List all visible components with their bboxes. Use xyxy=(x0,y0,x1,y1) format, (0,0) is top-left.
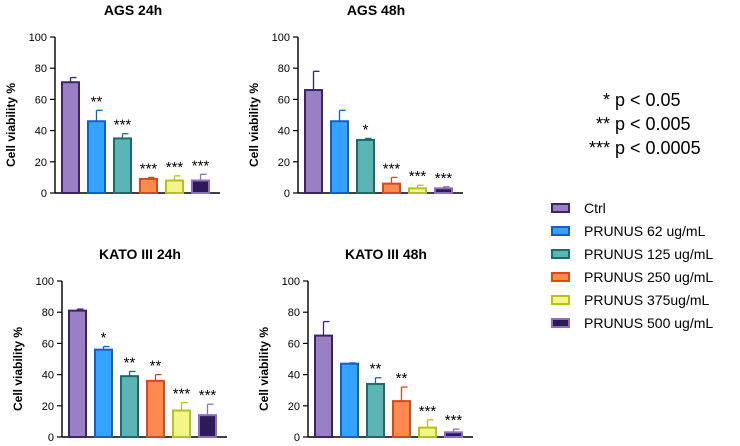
y-tick-label: 20 xyxy=(278,157,290,169)
bar-5 xyxy=(418,426,437,439)
bar-6 xyxy=(198,414,217,439)
significance-key: * p < 0.05 ** p < 0.005 *** p < 0.0005 xyxy=(589,90,701,158)
chart-panel-4: KATO III 48h 0 20 40 60 80 100 Cell viability %… xyxy=(257,246,473,444)
y-tick-label: 40 xyxy=(278,126,290,138)
y-tick-label: 0 xyxy=(48,432,54,444)
legend-swatch-2 xyxy=(551,226,570,236)
bar-3 xyxy=(356,138,375,195)
significance-label: *** xyxy=(166,159,184,176)
bar-6 xyxy=(191,179,210,195)
bar-4 xyxy=(382,182,401,194)
legend: Ctrl PRUNUS 62 ug/mL PRUNUS 125 ug/mL PRUNU… xyxy=(551,200,713,331)
significance-label: *** xyxy=(192,157,210,174)
y-tick-label: 20 xyxy=(35,157,47,169)
sig-key-stars-3: *** xyxy=(589,138,610,158)
y-tick-label: 20 xyxy=(288,401,300,413)
bar-1 xyxy=(61,81,80,194)
y-axis-label: Cell viability % xyxy=(257,327,271,411)
sig-key-text-1: p < 0.05 xyxy=(615,90,681,110)
y-tick-label: 80 xyxy=(288,307,300,319)
legend-swatch-6 xyxy=(551,318,570,328)
bar-6 xyxy=(444,431,463,439)
y-tick-label: 40 xyxy=(288,370,300,382)
bar-2 xyxy=(87,120,106,194)
bar-5 xyxy=(408,187,427,195)
legend-label-2: PRUNUS 62 ug/mL xyxy=(584,223,706,239)
y-tick-label: 40 xyxy=(42,370,54,382)
significance-label: * xyxy=(363,121,369,138)
y-tick-label: 100 xyxy=(272,32,290,44)
legend-label-3: PRUNUS 125 ug/mL xyxy=(584,246,713,262)
sig-key-stars-2: ** xyxy=(596,114,610,134)
y-tick-label: 100 xyxy=(29,32,47,44)
y-tick-label: 80 xyxy=(42,307,54,319)
significance-label: * xyxy=(101,330,107,347)
y-tick-label: 0 xyxy=(284,188,290,200)
significance-label: *** xyxy=(409,168,427,185)
chart-panel-3: KATO III 24h 0 20 40 60 80 100 Cell viability %… xyxy=(11,246,227,444)
bar-3 xyxy=(120,375,139,439)
significance-label: ** xyxy=(91,93,103,110)
bar-4 xyxy=(392,400,411,438)
y-tick-label: 60 xyxy=(278,94,290,106)
y-tick-label: 60 xyxy=(42,338,54,350)
significance-label: *** xyxy=(199,387,217,404)
y-tick-label: 60 xyxy=(35,94,47,106)
y-tick-label: 0 xyxy=(41,188,47,200)
legend-label-1: Ctrl xyxy=(584,200,606,216)
y-axis-label: Cell viability % xyxy=(247,83,261,167)
legend-label-5: PRUNUS 375ug/mL xyxy=(584,292,709,308)
chart-title: AGS 24h xyxy=(104,2,162,18)
y-tick-label: 80 xyxy=(278,63,290,75)
significance-label: ** xyxy=(370,361,382,378)
y-tick-label: 100 xyxy=(282,276,300,288)
bar-1 xyxy=(304,89,323,194)
legend-swatch-4 xyxy=(551,272,570,282)
significance-label: *** xyxy=(114,117,132,134)
bar-2 xyxy=(94,348,113,439)
sig-key-text-2: p < 0.005 xyxy=(615,114,691,134)
bar-1 xyxy=(314,334,333,439)
significance-label: *** xyxy=(445,412,463,429)
sig-key-text-3: p < 0.0005 xyxy=(615,138,701,158)
significance-label: ** xyxy=(150,358,162,375)
significance-label: *** xyxy=(173,386,191,403)
significance-label: *** xyxy=(383,160,401,177)
y-tick-label: 80 xyxy=(35,63,47,75)
chart-title: AGS 48h xyxy=(347,2,405,18)
legend-label-6: PRUNUS 500 ug/mL xyxy=(584,315,713,331)
y-axis-label: Cell viability % xyxy=(4,83,18,167)
bar-2 xyxy=(330,120,349,194)
bar-3 xyxy=(366,382,385,438)
bar-6 xyxy=(434,187,453,195)
y-tick-label: 0 xyxy=(294,432,300,444)
y-tick-label: 60 xyxy=(288,338,300,350)
chart-title: KATO III 24h xyxy=(99,246,181,262)
legend-swatch-3 xyxy=(551,249,570,259)
bar-5 xyxy=(172,409,191,439)
chart-title: KATO III 48h xyxy=(345,246,427,262)
significance-label: *** xyxy=(435,170,453,187)
bar-4 xyxy=(139,177,158,195)
significance-label: *** xyxy=(419,403,437,420)
y-tick-label: 100 xyxy=(36,276,54,288)
y-axis-label: Cell viability % xyxy=(11,327,25,411)
bar-3 xyxy=(113,137,132,194)
legend-swatch-1 xyxy=(551,203,570,213)
y-tick-label: 40 xyxy=(35,126,47,138)
significance-label: ** xyxy=(396,370,408,387)
bar-1 xyxy=(68,309,87,439)
y-tick-label: 20 xyxy=(42,401,54,413)
significance-label: ** xyxy=(124,354,136,371)
bar-5 xyxy=(165,179,184,195)
legend-swatch-5 xyxy=(551,295,570,305)
sig-key-stars-1: * xyxy=(603,90,610,110)
legend-label-4: PRUNUS 250 ug/mL xyxy=(584,269,713,285)
bar-2 xyxy=(340,362,359,438)
significance-label: *** xyxy=(140,160,158,177)
bar-4 xyxy=(146,379,165,438)
